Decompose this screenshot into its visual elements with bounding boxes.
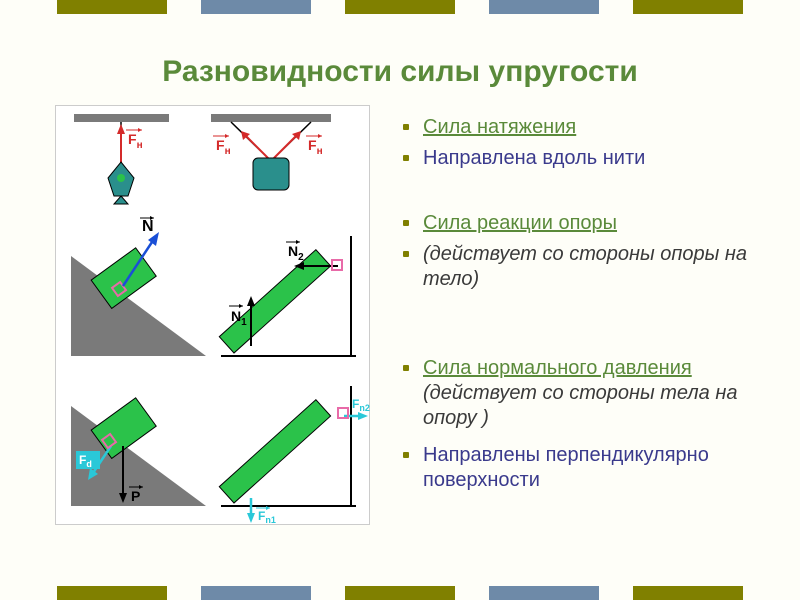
label-N: N — [142, 218, 154, 235]
bullet-line: Сила нормального давления (действует со … — [395, 356, 765, 431]
accent-segment — [633, 586, 743, 600]
section-heading: Сила натяжения — [423, 115, 576, 140]
diag-leaning-Fn: Fn1 Fn2 — [219, 386, 370, 525]
bullet-line: (действует со стороны опоры на тело) — [395, 242, 765, 292]
diag-leaning-N: N1 N2 — [219, 236, 356, 356]
accent-segment — [489, 586, 599, 600]
label-Fn: Fн — [128, 131, 143, 151]
label-P: P — [131, 488, 140, 504]
physics-diagram-svg: Fн Fн Fн N — [56, 106, 371, 526]
label-Fn-right: Fн — [308, 137, 323, 157]
bullet-line: Направлена вдоль нити — [395, 146, 765, 171]
bottom-accent-bar — [0, 570, 800, 600]
bullet-line: Направлены перпендикулярно поверхности — [395, 443, 765, 493]
accent-segment — [345, 586, 455, 600]
top-accent-bar — [0, 0, 800, 30]
section-text: Направлена вдоль нити — [423, 146, 645, 171]
bullet-icon — [403, 124, 409, 130]
bullet-icon — [403, 220, 409, 226]
accent-segment — [57, 0, 167, 14]
bullet-line: Сила натяжения — [395, 115, 765, 140]
diag-incline-N: N — [71, 216, 206, 356]
bullet-icon — [403, 251, 409, 257]
label-Fn-left: Fн — [216, 137, 231, 157]
section-text: Направлены перпендикулярно поверхности — [423, 443, 765, 493]
accent-segment — [345, 0, 455, 14]
bullet-icon — [403, 365, 409, 371]
diag-hanging-single: Fн — [74, 114, 169, 204]
accent-segment — [201, 0, 311, 14]
section-text: (действует со стороны опоры на тело) — [423, 242, 765, 292]
diag-incline-Fd: Fd P — [71, 398, 206, 506]
label-N2: N2 — [288, 243, 304, 263]
label-Fn2: Fn2 — [352, 397, 370, 413]
bullet-icon — [403, 155, 409, 161]
section-heading: Сила реакции опоры — [423, 211, 617, 236]
text-panel: Сила натяжения Направлена вдоль нити Сила … — [395, 115, 765, 499]
section-heading: Сила нормального давления (действует со … — [423, 356, 765, 431]
accent-segment — [489, 0, 599, 14]
bullet-line: Сила реакции опоры — [395, 211, 765, 236]
diag-hanging-v: Fн Fн — [211, 114, 331, 190]
diagram-panel: Fн Fн Fн N — [55, 105, 370, 525]
accent-segment — [57, 586, 167, 600]
accent-segment — [633, 0, 743, 14]
page-title: Разновидности силы упругости — [0, 55, 800, 89]
accent-segment — [201, 586, 311, 600]
label-Fn1: Fn1 — [258, 509, 276, 525]
bullet-icon — [403, 452, 409, 458]
